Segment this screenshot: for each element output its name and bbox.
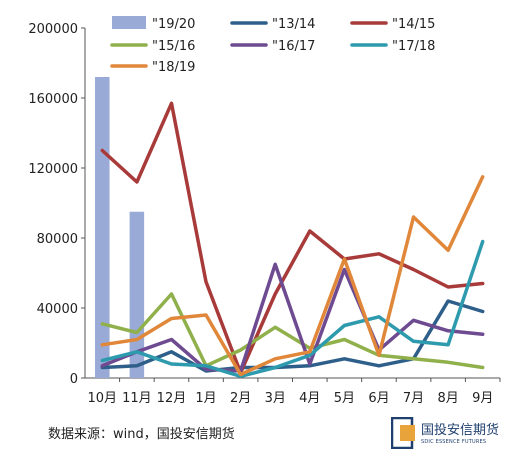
x-tick-label: 6月 (368, 391, 389, 406)
chart: 0 40000 80000 120000 160000 200000 10月 11月 12月 1月… (28, 16, 501, 406)
company-logo: 国投安信期货 SDIC ESSENCE FUTURES (391, 415, 521, 455)
x-tick-label: 1月 (195, 391, 216, 406)
x-tick-label: 2月 (230, 391, 251, 406)
series-line-4 (100, 239, 485, 379)
series-line-1 (100, 101, 485, 375)
x-tick-label: 8月 (437, 391, 458, 406)
line-series (100, 101, 485, 379)
series-line-5 (100, 175, 485, 377)
logo-mark-icon (391, 417, 415, 449)
legend-label: "16/17 (272, 39, 315, 54)
y-tick-label: 120000 (28, 162, 78, 177)
logo-subtext: SDIC ESSENCE FUTURES (421, 439, 487, 445)
legend-label: "15/16 (152, 39, 195, 54)
series-line-3 (100, 262, 485, 373)
legend-swatch-bar (112, 16, 146, 29)
y-tick-label: 200000 (28, 22, 78, 37)
y-tick-label: 0 (70, 372, 78, 387)
x-tick-label: 5月 (334, 391, 355, 406)
bar-0 (95, 77, 110, 378)
x-tick-label: 10月 (88, 391, 118, 406)
x-tick-label: 7月 (403, 391, 424, 406)
x-tick-label: 11月 (122, 391, 152, 406)
legend-label: "18/19 (152, 60, 195, 75)
source-note: 数据来源：wind，国投安信期货 (48, 427, 235, 442)
y-tick-label: 160000 (28, 92, 78, 107)
y-tick-label: 80000 (37, 232, 78, 247)
y-tick-label: 40000 (37, 302, 78, 317)
series-line-2 (100, 292, 485, 370)
x-tick-label: 4月 (299, 391, 320, 406)
axes: 0 40000 80000 120000 160000 200000 10月 11月 12月 1月… (28, 22, 501, 406)
legend: "19/20 "13/14 "14/15 "15/16 "16/17 "17/18 "18/… (110, 16, 435, 75)
x-tick-label: 3月 (265, 391, 286, 406)
series-line-0 (100, 299, 485, 373)
legend-label: "17/18 (392, 39, 435, 54)
logo-text: 国投安信期货 (421, 423, 500, 438)
legend-label: "13/14 (272, 17, 315, 32)
x-tick-label: 9月 (472, 391, 493, 406)
x-tick-label: 12月 (157, 391, 187, 406)
legend-label: "14/15 (392, 17, 435, 32)
legend-label: "19/20 (152, 17, 195, 32)
